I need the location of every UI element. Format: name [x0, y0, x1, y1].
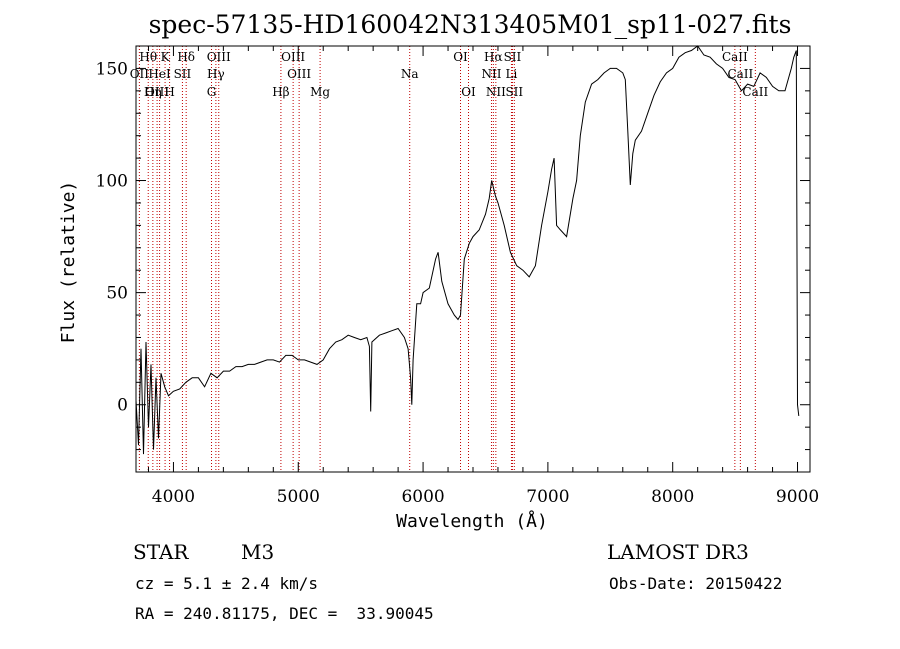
spectral-line-label: OIII [281, 50, 305, 64]
x-tick-label: 9000 [776, 487, 819, 507]
spectral-line-label: CaII [722, 50, 748, 64]
redshift-cz: cz = 5.1 ± 2.4 km/s [135, 574, 319, 593]
y-tick-label: 150 [96, 59, 128, 79]
spectral-line-label: OI [453, 50, 468, 64]
y-axis: 0 50 100 150 [96, 45, 810, 473]
spectral-line-label: SII [505, 85, 523, 99]
spectral-line-label: CaII [742, 85, 768, 99]
spectral-line-label: K [161, 50, 171, 64]
object-class: STAR [133, 540, 189, 564]
spectral-line-label: NII [481, 67, 501, 81]
spectral-line-label: Hβ [272, 85, 289, 99]
spectral-line-label: H [164, 85, 174, 99]
x-tick-label: 7000 [526, 487, 569, 507]
x-tick-label: 8000 [651, 487, 694, 507]
y-tick-label: 50 [106, 284, 128, 304]
spectral-line-label: OIII [145, 85, 169, 99]
object-subclass: M3 [241, 540, 275, 564]
y-tick-label: 100 [96, 172, 128, 192]
spectral-line-label: Hα [484, 50, 503, 64]
y-axis-label: Flux (relative) [58, 181, 79, 344]
x-axis: 4000 5000 6000 7000 8000 9000 [147, 46, 819, 507]
spectral-line-label: OII [130, 67, 150, 81]
spectral-line-label: Hγ [207, 67, 225, 81]
flux-series-line [135, 45, 800, 455]
chart-title: spec-57135-HD160042N313405M01_sp11-027.f… [149, 10, 792, 39]
spectral-line-label: Hθ [139, 50, 157, 64]
plot-frame [135, 45, 811, 473]
spectral-line-label: SII [504, 50, 522, 64]
spectral-line-label: Na [401, 67, 419, 81]
spectral-line-label: Mg [310, 85, 330, 99]
spectral-line-label: Li [506, 67, 518, 81]
survey-name: LAMOST DR3 [607, 540, 749, 564]
x-tick-label: 4000 [152, 487, 195, 507]
spectral-line-label: OIII [287, 67, 311, 81]
spectral-line-label: SII [174, 67, 192, 81]
x-axis-label: Wavelength (Å) [396, 510, 548, 532]
spectral-line-label: CaII [727, 67, 753, 81]
spectral-line-label: HeI [148, 67, 171, 81]
y-tick-label: 0 [117, 396, 128, 416]
spectral-lines [138, 46, 756, 472]
x-tick-label: 5000 [277, 487, 320, 507]
spectral-line-label: Hη [144, 85, 162, 99]
coordinates: RA = 240.81175, DEC = 33.90045 [135, 604, 434, 623]
spectral-line-label: Hδ [177, 50, 195, 64]
spectral-line-label: NII [486, 85, 506, 99]
spectral-line-label: G [207, 85, 217, 99]
x-tick-label: 6000 [401, 487, 444, 507]
spectral-line-label: OI [461, 85, 476, 99]
observation-date: Obs-Date: 20150422 [609, 574, 783, 593]
spectral-line-label: OIII [207, 50, 231, 64]
